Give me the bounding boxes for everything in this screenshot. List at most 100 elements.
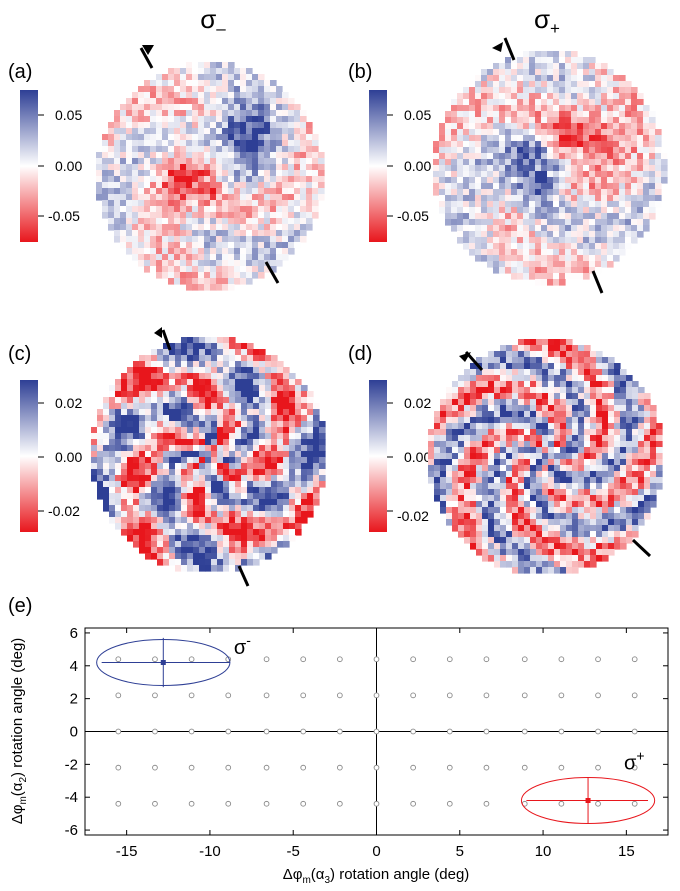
heatmap-cell <box>175 469 182 476</box>
heatmap-cell <box>530 375 537 382</box>
heatmap-cell <box>481 189 488 196</box>
heatmap-cell <box>583 57 590 64</box>
heatmap-cell <box>500 417 507 424</box>
heatmap-cell <box>523 75 530 82</box>
heatmap-cell <box>523 111 530 118</box>
heatmap-cell <box>229 361 236 368</box>
heatmap-cell <box>463 231 470 238</box>
heatmap-cell <box>145 523 152 530</box>
heatmap-cell <box>234 230 241 237</box>
heatmap-cell <box>440 447 447 454</box>
heatmap-cell <box>493 225 500 232</box>
heatmap-cell <box>241 475 248 482</box>
heatmap-cell <box>234 140 241 147</box>
heatmap-cell <box>199 457 206 464</box>
heatmap-cell <box>517 177 524 184</box>
heatmap-cell <box>216 182 223 189</box>
heatmap-cell <box>97 451 104 458</box>
heatmap-cell <box>584 531 591 538</box>
heatmap-cell <box>655 201 662 208</box>
heatmap-cell <box>151 379 158 386</box>
heatmap-cell <box>566 543 573 550</box>
heatmap-cell <box>440 495 447 502</box>
heatmap-cell <box>211 355 218 362</box>
heatmap-cell <box>643 201 650 208</box>
heatmap-cell <box>187 373 194 380</box>
heatmap-cell <box>644 441 651 448</box>
heatmap-cell <box>620 411 627 418</box>
heatmap-cell <box>132 152 139 159</box>
heatmap-cell <box>613 81 620 88</box>
heatmap-cell <box>548 489 555 496</box>
heatmap-cell <box>151 385 158 392</box>
heatmap-cell <box>529 153 536 160</box>
heatmap-cell <box>458 411 465 418</box>
colorbar-c-tick-top: 0.02 <box>55 395 82 411</box>
heatmap-cell <box>602 369 609 376</box>
heatmap-cell <box>577 195 584 202</box>
heatmap-cell <box>265 373 272 380</box>
heatmap-cell <box>240 68 247 75</box>
heatmap-cell <box>205 367 212 374</box>
heatmap-cell <box>187 469 194 476</box>
heatmap-cell <box>499 117 506 124</box>
heatmap-cell <box>265 535 272 542</box>
heatmap-cell <box>481 87 488 94</box>
heatmap-cell <box>512 483 519 490</box>
heatmap-cell <box>571 225 578 232</box>
heatmap-cell <box>289 427 296 434</box>
heatmap-cell <box>608 387 615 394</box>
heatmap-cell <box>493 99 500 106</box>
heatmap-cell <box>120 200 127 207</box>
heatmap-cell <box>518 423 525 430</box>
heatmap-cell <box>596 393 603 400</box>
heatmap-cell <box>469 87 476 94</box>
heatmap-cell <box>596 531 603 538</box>
heatmap-cell <box>524 555 531 562</box>
heatmap-cell <box>108 152 115 159</box>
heatmap-cell <box>584 453 591 460</box>
heatmap-cell <box>175 421 182 428</box>
heatmap-cell <box>565 171 572 178</box>
heatmap-cell <box>271 367 278 374</box>
heatmap-cell <box>289 481 296 488</box>
heatmap-cell <box>252 80 259 87</box>
heatmap-cell <box>565 129 572 136</box>
heatmap-cell <box>518 459 525 466</box>
heatmap-cell <box>102 176 109 183</box>
heatmap-cell <box>530 537 537 544</box>
series-center-point <box>585 798 591 803</box>
heatmap-cell <box>541 111 548 118</box>
heatmap-cell <box>500 519 507 526</box>
heatmap-cell <box>204 260 211 267</box>
heatmap-cell <box>132 92 139 99</box>
heatmap-cell <box>121 529 128 536</box>
heatmap-cell <box>607 69 614 76</box>
heatmap-cell <box>571 75 578 82</box>
heatmap-cell <box>536 387 543 394</box>
heatmap-cell <box>572 483 579 490</box>
heatmap-cell <box>222 200 229 207</box>
heatmap-cell <box>493 117 500 124</box>
heatmap-cell <box>132 164 139 171</box>
heatmap-cell <box>247 415 254 422</box>
heatmap-cell <box>252 98 259 105</box>
heatmap-cell <box>181 541 188 548</box>
heatmap-cell <box>145 451 152 458</box>
heatmap-cell <box>319 427 326 434</box>
heatmap-cell <box>613 141 620 148</box>
heatmap-cell <box>169 397 176 404</box>
heatmap-cell <box>223 547 230 554</box>
heatmap-cell <box>619 105 626 112</box>
heatmap-cell <box>175 541 182 548</box>
heatmap-cell <box>114 218 121 225</box>
heatmap-cell <box>487 159 494 166</box>
heatmap-cell <box>133 439 140 446</box>
heatmap-cell <box>469 171 476 178</box>
heatmap-cell <box>312 194 319 201</box>
heatmap-cell <box>608 459 615 466</box>
heatmap-cell <box>295 457 302 464</box>
heatmap-cell <box>661 165 668 172</box>
heatmap-cell <box>644 459 651 466</box>
heatmap-cell <box>451 177 458 184</box>
